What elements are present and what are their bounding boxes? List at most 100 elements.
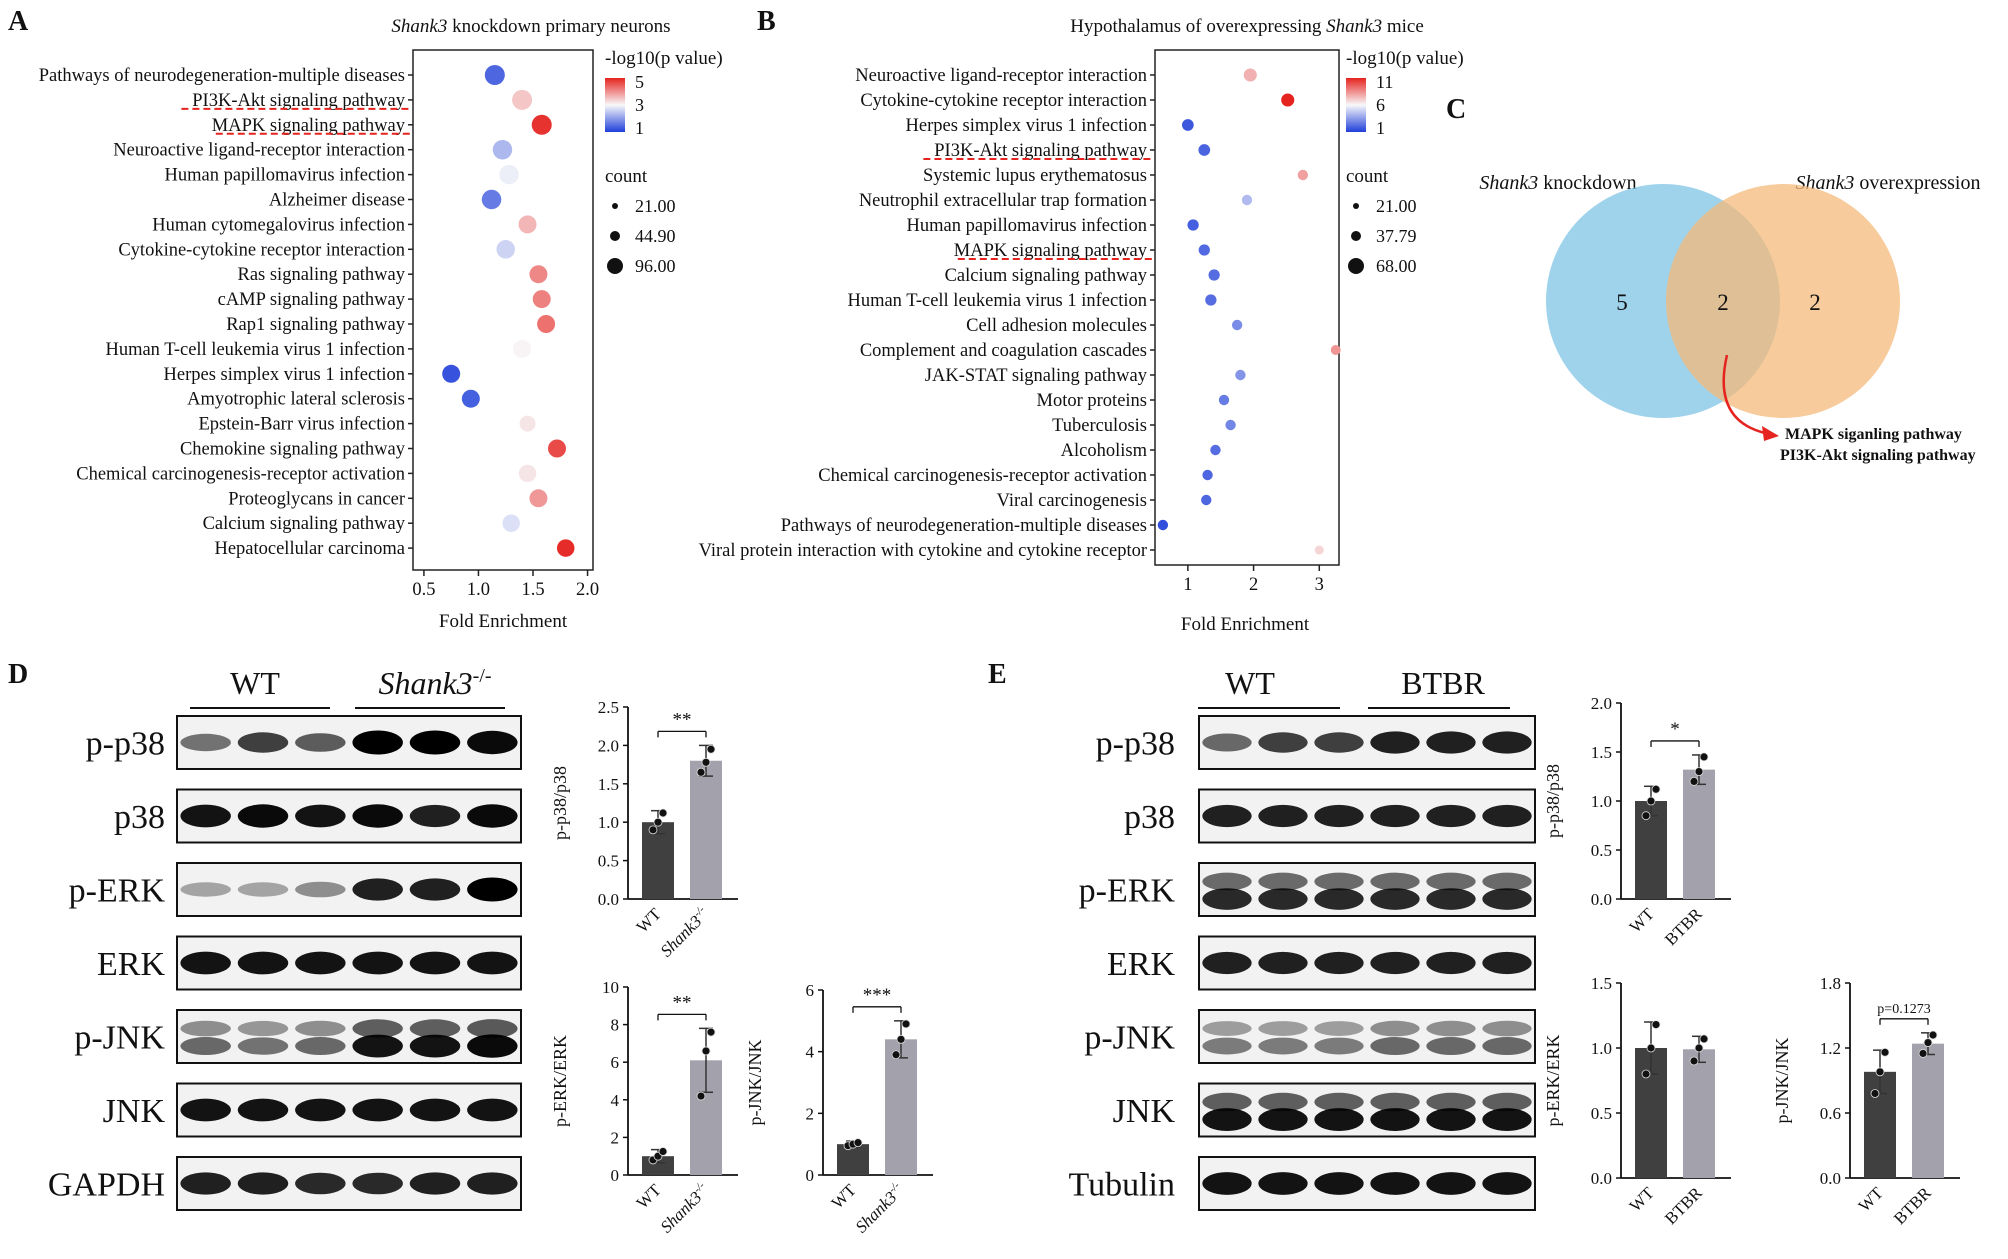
panel-d: D WT Shank3-/- p-p38p38p-ERKERKp-JNKJNKG… <box>8 659 933 1237</box>
enrichment-point <box>1198 244 1210 256</box>
blot-band <box>1370 1172 1420 1195</box>
enrichment-point <box>496 240 515 259</box>
blot-e-group-wt: WT <box>1225 665 1275 701</box>
panel-b-title: Hypothalamus of overexpressing Shank3 mi… <box>1070 16 1424 37</box>
enrichment-point <box>1235 369 1246 381</box>
blot-membrane <box>176 862 522 917</box>
venn-shared-pathway-2: PI3K-Akt signaling pathway <box>1780 447 1976 464</box>
pathway-term-label: Calcium signaling pathway <box>203 514 406 534</box>
blot-band <box>1426 888 1476 910</box>
data-dot <box>1689 777 1699 786</box>
enrichment-point <box>518 215 537 234</box>
pathway-term-label: MAPK signaling pathway <box>212 116 406 136</box>
blot-band <box>1482 1037 1532 1056</box>
blot-band <box>180 1172 231 1195</box>
blot-membrane <box>176 788 522 844</box>
blot-band <box>295 951 346 975</box>
blot-band <box>180 804 231 828</box>
x-category-label: Shank3-/- <box>656 903 713 960</box>
y-tick-label: 10 <box>602 978 619 997</box>
y-tick-label: 1.8 <box>1820 974 1841 993</box>
significance-label: ** <box>673 992 692 1013</box>
panel-a-xlabel: Fold Enrichment <box>439 611 568 632</box>
blot-band <box>1258 872 1308 891</box>
venn-left-label-rest: knockdown <box>1538 172 1636 194</box>
enrichment-point <box>529 489 548 508</box>
venn-left-label-italic: Shank3 <box>1479 172 1538 194</box>
pathway-term-label: Motor proteins <box>1037 391 1147 411</box>
blot-band <box>352 1019 403 1038</box>
data-dot <box>1651 784 1661 794</box>
x-category-label: BTBR <box>1661 904 1706 949</box>
blot-band <box>352 878 403 901</box>
blot-band <box>295 1020 346 1037</box>
enrichment-point <box>1218 394 1230 406</box>
y-axis-label: p-JNK/JNK <box>745 1039 765 1125</box>
enrichment-point <box>1225 419 1236 431</box>
data-dot <box>896 1034 906 1044</box>
data-dot <box>706 744 716 754</box>
blot-membrane <box>176 1082 522 1138</box>
blot-membrane <box>1198 862 1536 917</box>
venn-left-label: Shank3 knockdown <box>1479 172 1636 194</box>
enrichment-point <box>537 315 556 333</box>
blot-band <box>1314 1108 1364 1131</box>
blot-band <box>1314 1037 1364 1055</box>
data-dot <box>1646 1043 1656 1053</box>
blot-band <box>1258 804 1308 828</box>
blot-band <box>295 733 346 752</box>
blot-band <box>1426 1037 1476 1056</box>
venn-left-count: 5 <box>1616 290 1628 315</box>
data-dot <box>1641 1069 1651 1079</box>
pathway-term-label: Cell adhesion molecules <box>966 316 1147 336</box>
category-superscript: -/- <box>691 903 707 919</box>
blot-band <box>1482 731 1532 754</box>
legend-size-tick: 37.79 <box>1376 226 1417 246</box>
data-dot <box>1646 796 1656 806</box>
y-tick-label: 8 <box>611 1016 620 1035</box>
y-tick-label: 2 <box>806 1104 815 1123</box>
blot-band <box>1202 1021 1252 1036</box>
panel-a-title-italic: Shank3 <box>391 16 447 37</box>
blot-band <box>1482 872 1532 891</box>
blot-band <box>237 732 289 753</box>
enrichment-point <box>481 189 502 210</box>
data-dot <box>1694 1043 1704 1053</box>
significance-label: * <box>1670 719 1680 740</box>
blot-band <box>237 951 289 975</box>
panel-e: E WT BTBR p-p38 p38 p-ERK ERK p-JNK JNK Tubuli… <box>988 659 1960 1228</box>
pathway-term-label: Hepatocellular carcinoma <box>214 539 405 559</box>
x-category-label: BTBR <box>1890 1183 1935 1228</box>
enrichment-point <box>1231 319 1243 331</box>
panel-a-title: Shank3 knockdown primary neurons <box>391 16 670 37</box>
significance-label: p=0.1273 <box>1877 1002 1930 1017</box>
enrichment-point <box>499 164 519 185</box>
pathway-term-label: PI3K-Akt signaling pathway <box>934 141 1147 161</box>
bar-chart-E3: 0.0 0.6 1.2 1.8 p-JNK/JNK WT BTBR p=0.1273 <box>1772 974 1960 1228</box>
blot-row-label: ERK <box>97 946 165 983</box>
legend-size-tick: 21.00 <box>635 196 676 216</box>
blot-band <box>1258 1021 1308 1036</box>
blot-band <box>1202 951 1252 975</box>
blot-band <box>1258 1172 1308 1195</box>
blot-row-label: p38 <box>1124 799 1175 836</box>
y-tick-label: 1.0 <box>1591 792 1612 811</box>
y-tick-label: 1.0 <box>1591 1039 1612 1058</box>
panel-b-legend: -log10(p value) 11 6 1 count 21.00 37.79 68.00 <box>1346 48 1464 276</box>
data-dot <box>1641 811 1651 821</box>
pathway-term-label: Ras signaling pathway <box>237 265 405 285</box>
blot-band <box>352 730 403 755</box>
y-axis-label: p-ERK/ERK <box>1543 1035 1563 1127</box>
enrichment-point <box>1157 519 1169 531</box>
y-tick-label: 0.6 <box>1820 1104 1841 1123</box>
data-dot <box>1928 1030 1938 1040</box>
y-tick-label: 1.5 <box>1591 743 1612 762</box>
blot-band <box>1258 732 1308 753</box>
pathway-term-label: Chemokine signaling pathway <box>180 440 406 460</box>
pathway-term-label: Cytokine-cytokine receptor interaction <box>860 91 1147 111</box>
bar <box>1635 801 1667 899</box>
enrichment-point <box>1281 93 1295 107</box>
y-tick-label: 0.0 <box>598 890 619 909</box>
enrichment-point <box>519 415 536 432</box>
x-tick-label: 1.5 <box>521 580 544 600</box>
